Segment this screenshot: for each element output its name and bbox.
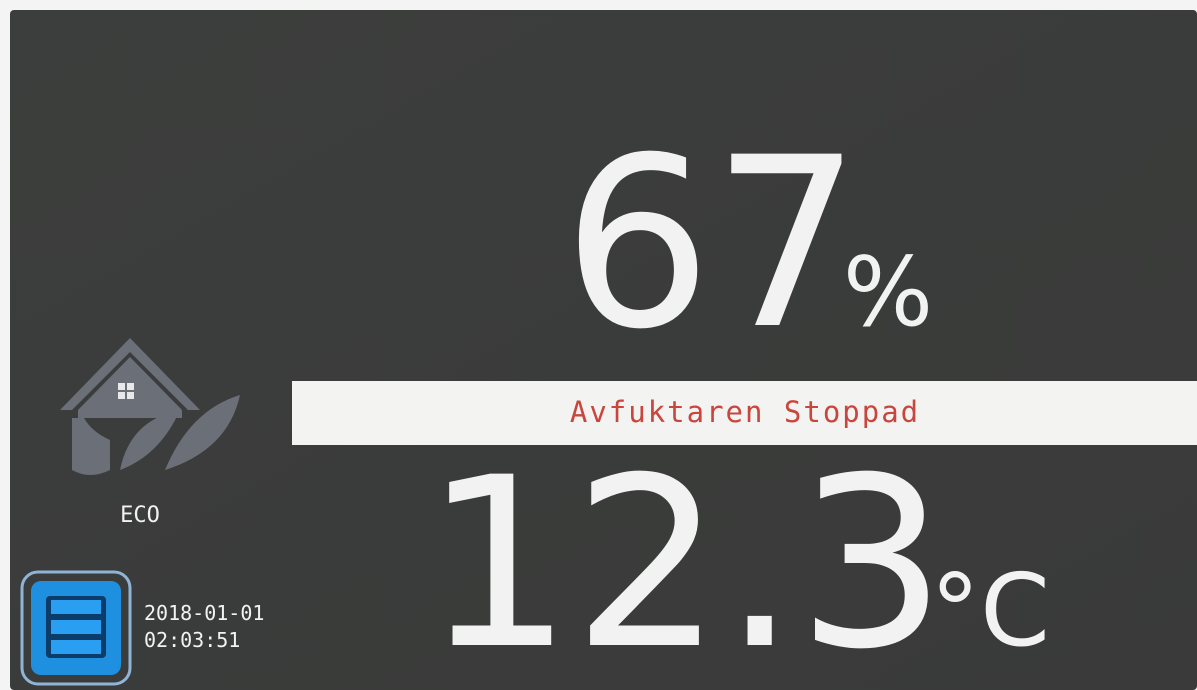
humidity-unit: % xyxy=(843,238,933,348)
status-text: Avfuktaren Stoppad xyxy=(570,395,920,429)
device-screen: 67 % Avfuktaren Stoppad 12.3 °C ECO 2018… xyxy=(0,0,1197,690)
temperature-value: 12.3 xyxy=(423,428,946,690)
menu-button[interactable] xyxy=(22,572,130,684)
date: 2018-01-01 xyxy=(144,601,264,625)
temperature-unit: °C xyxy=(930,552,1050,669)
mode-label: ECO xyxy=(120,503,160,528)
time: 02:03:51 xyxy=(144,628,240,652)
humidity-value: 67 xyxy=(562,108,861,381)
